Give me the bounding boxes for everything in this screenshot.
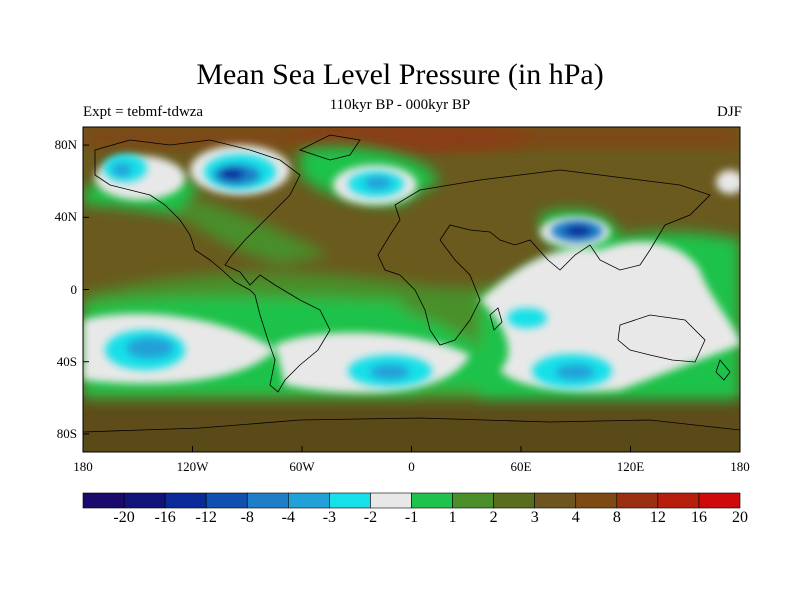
chart-title: Mean Sea Level Pressure (in hPa) <box>196 58 604 91</box>
colorbar-label: -12 <box>195 509 217 526</box>
colorbar-swatch <box>288 492 330 509</box>
colorbar-swatch <box>246 492 289 509</box>
colorbar-label: -2 <box>363 509 378 526</box>
coastlines <box>94 134 731 393</box>
x-tick-label: 60E <box>510 459 532 474</box>
y-tick-label: 0 <box>70 281 78 297</box>
colorbar-label: 12 <box>649 509 666 526</box>
field-arctic-red <box>290 127 530 152</box>
colorbar-swatch <box>616 492 659 509</box>
colorbar-swatch <box>370 492 412 509</box>
colorbar-label: -8 <box>240 509 254 526</box>
colorbar-swatch <box>82 492 125 509</box>
colorbar-label: -16 <box>154 509 176 526</box>
colorbar-label: 2 <box>489 509 498 526</box>
colorbar-swatch <box>534 492 577 509</box>
colorbar-swatch <box>205 492 248 509</box>
season-label: DJF <box>716 104 742 120</box>
colorbar-label: -3 <box>322 509 337 526</box>
field-layer <box>83 127 740 452</box>
experiment-label: Expt = tebmf-tdwza <box>83 104 204 120</box>
colorbar-swatch <box>452 492 494 509</box>
colorbar-swatch <box>493 492 535 509</box>
x-tick-label: 0 <box>408 459 415 474</box>
axis-ticks <box>82 144 741 452</box>
colorbar-swatch <box>657 492 700 509</box>
y-tick-label: 40N <box>54 209 77 225</box>
colorbar <box>82 492 741 509</box>
colorbar-label: -4 <box>281 509 295 526</box>
colorbar-label: 4 <box>571 509 580 526</box>
y-tick-label: 40S <box>56 353 77 369</box>
x-tick-label: 120E <box>616 459 645 474</box>
chart-subtitle: 110kyr BP - 000kyr BP <box>329 97 471 113</box>
x-tick-label: 180 <box>73 459 93 474</box>
colorbar-swatch <box>164 492 207 509</box>
colorbar-label: 8 <box>612 509 621 526</box>
x-tick-label: 60W <box>289 459 315 474</box>
colorbar-swatch <box>411 492 453 509</box>
colorbar-label: 1 <box>448 509 457 526</box>
colorbar-label: -20 <box>113 509 135 526</box>
colorbar-swatch <box>698 492 741 509</box>
colorbar-label: 3 <box>530 509 539 526</box>
x-tick-label: 120W <box>176 459 209 474</box>
colorbar-swatch <box>329 492 371 509</box>
antarctica-coast <box>83 417 740 433</box>
colorbar-label: 16 <box>690 509 707 526</box>
y-tick-label: 80N <box>54 137 77 153</box>
x-tick-label: 180 <box>730 459 750 474</box>
colorbar-label: -1 <box>404 509 419 526</box>
colorbar-swatch <box>123 492 166 509</box>
colorbar-label: 20 <box>732 509 748 526</box>
field-negative <box>103 154 612 388</box>
y-tick-label: 80S <box>56 425 77 441</box>
antarctica <box>83 418 740 452</box>
colorbar-swatch <box>575 492 618 509</box>
